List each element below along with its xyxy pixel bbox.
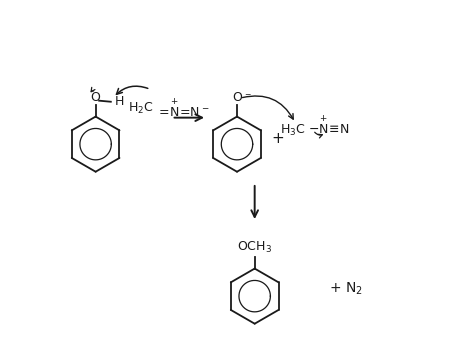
Text: O: O — [232, 90, 242, 103]
Text: H$_3$C $-\overset{+}{\mathrm{N}}\!\equiv\!\mathrm{N}$: H$_3$C $-\overset{+}{\mathrm{N}}\!\equiv… — [280, 115, 349, 139]
Text: H: H — [115, 95, 125, 108]
Text: +: + — [271, 131, 284, 146]
Text: O: O — [91, 90, 100, 103]
Text: $=\!\overset{+}{\mathrm{N}}\!=\!\mathrm{N}^-$: $=\!\overset{+}{\mathrm{N}}\!=\!\mathrm{… — [155, 98, 209, 120]
Text: $^-$: $^-$ — [243, 93, 253, 103]
Text: H$_2$C: H$_2$C — [128, 101, 154, 116]
Text: $+\ \mathrm{N}_2$: $+\ \mathrm{N}_2$ — [329, 281, 363, 297]
Text: OCH$_3$: OCH$_3$ — [237, 240, 272, 255]
